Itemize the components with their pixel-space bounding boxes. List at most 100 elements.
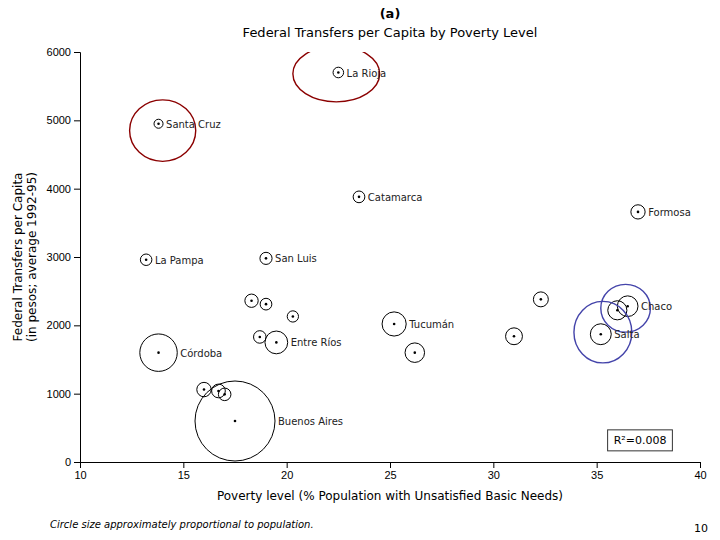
bubble bbox=[140, 254, 151, 265]
x-tick-mark bbox=[390, 462, 391, 468]
point-label: Formosa bbox=[648, 207, 691, 218]
bubble-center bbox=[259, 336, 262, 339]
y-tick: 5000 bbox=[47, 114, 80, 126]
bubble bbox=[353, 191, 365, 203]
bubble-center bbox=[616, 309, 619, 312]
bubble bbox=[197, 382, 211, 396]
x-tick: 35 bbox=[591, 462, 603, 481]
y-tick-mark bbox=[74, 120, 80, 121]
x-tick-label: 20 bbox=[281, 469, 293, 481]
marks bbox=[130, 52, 651, 461]
point-label: Córdoba bbox=[180, 348, 222, 359]
bubble bbox=[590, 324, 611, 345]
point-label: Entre Ríos bbox=[291, 337, 342, 348]
bubble bbox=[195, 381, 275, 461]
bubble-center bbox=[265, 257, 268, 260]
y-axis-title: Federal Transfers per Capita(in pesos; a… bbox=[11, 172, 39, 342]
y-tick-label: 2000 bbox=[47, 319, 71, 331]
y-tick: 6000 bbox=[47, 46, 80, 58]
annotation-box bbox=[608, 430, 673, 451]
y-tick-label: 3000 bbox=[47, 251, 71, 263]
y-tick-mark bbox=[74, 257, 80, 258]
x-tick-label: 35 bbox=[591, 469, 603, 481]
y-axis: 0 1000 2000 3000 4000 5000 6000 bbox=[47, 46, 81, 468]
y-tick-label: 6000 bbox=[47, 46, 71, 58]
point-label: San Luis bbox=[275, 253, 317, 264]
bubble bbox=[154, 119, 163, 128]
point-label: La Pampa bbox=[155, 255, 204, 266]
y-tick-label: 4000 bbox=[47, 183, 71, 195]
bubble bbox=[506, 328, 523, 345]
title: (a) bbox=[380, 6, 401, 21]
x-tick-label: 10 bbox=[74, 469, 86, 481]
x-tick: 25 bbox=[384, 462, 396, 481]
bubble-center bbox=[157, 122, 160, 125]
bubble-center bbox=[513, 335, 516, 338]
x-axis-line bbox=[81, 463, 701, 469]
y-tick: 2000 bbox=[47, 319, 80, 331]
x-tick: 30 bbox=[488, 462, 500, 481]
x-tick: 40 bbox=[694, 462, 706, 481]
x-tick-mark bbox=[183, 462, 184, 468]
x-tick-mark bbox=[287, 462, 288, 468]
bubble-center bbox=[157, 351, 160, 354]
bubble-center bbox=[223, 393, 226, 396]
bubble-center bbox=[265, 303, 268, 306]
bubble bbox=[265, 331, 288, 354]
point-label: Catamarca bbox=[368, 192, 423, 203]
y-tick: 1000 bbox=[47, 388, 80, 400]
y-tick-mark bbox=[74, 462, 80, 463]
x-tick-mark bbox=[493, 462, 494, 468]
annotation-text: R²=0.008 bbox=[614, 434, 667, 447]
bubble-center bbox=[337, 71, 340, 74]
bubble-center bbox=[358, 196, 361, 199]
point-label: Santa Cruz bbox=[166, 119, 221, 130]
highlight-ellipse bbox=[130, 100, 196, 162]
bubble-center bbox=[145, 258, 148, 261]
bubble bbox=[140, 334, 177, 371]
bubble bbox=[218, 388, 231, 401]
y-tick: 4000 bbox=[47, 183, 80, 195]
y-tick-label: 1000 bbox=[47, 388, 71, 400]
y-axis-title-line: Federal Transfers per Capita bbox=[11, 173, 25, 342]
y-tick-mark bbox=[74, 52, 80, 53]
x-tick-label: 30 bbox=[488, 469, 500, 481]
bubble bbox=[333, 67, 344, 78]
bubble-center bbox=[637, 211, 640, 214]
footnote: Circle size approximately proportional t… bbox=[50, 519, 314, 530]
point-labels: La Rioja Santa Cruz Catamarca Formosa La Pam… bbox=[155, 68, 691, 428]
bubble bbox=[260, 252, 272, 264]
x-tick-label: 40 bbox=[694, 469, 706, 481]
bubble-center bbox=[600, 333, 603, 336]
point-label: La Rioja bbox=[347, 68, 387, 79]
bubble bbox=[533, 292, 548, 307]
bubble bbox=[245, 294, 258, 307]
bubble-center bbox=[203, 388, 206, 391]
x-tick-label: 25 bbox=[384, 469, 396, 481]
bubble-center bbox=[292, 315, 295, 318]
y-tick: 3000 bbox=[47, 251, 80, 263]
annotation: R²=0.008 bbox=[608, 430, 673, 451]
point-label: Tucumán bbox=[408, 319, 454, 330]
x-axis-title: Poverty level (% Population with Unsatis… bbox=[217, 489, 563, 503]
y-axis-title-line: (in pesos; average 1992-95) bbox=[25, 172, 39, 342]
y-tick-mark bbox=[74, 325, 80, 326]
bubble bbox=[254, 331, 267, 344]
point-label: Salta bbox=[614, 329, 639, 340]
y-tick-label: 5000 bbox=[47, 114, 71, 126]
point-label: Chaco bbox=[641, 301, 672, 312]
x-axis: 10 15 20 25 30 35 40 bbox=[74, 462, 706, 481]
page-number: 10 bbox=[694, 522, 708, 535]
bubble-center bbox=[234, 420, 237, 423]
x-tick-mark bbox=[597, 462, 598, 468]
x-tick-label: 15 bbox=[178, 469, 190, 481]
x-tick: 20 bbox=[281, 462, 293, 481]
y-tick-label: 0 bbox=[65, 456, 71, 468]
bubble bbox=[382, 312, 406, 336]
chart: (a)Federal Transfers per Capita by Pover… bbox=[0, 0, 720, 540]
y-tick-mark bbox=[74, 189, 80, 190]
x-tick: 15 bbox=[178, 462, 190, 481]
x-tick-mark bbox=[700, 462, 701, 468]
bubble bbox=[260, 298, 272, 310]
bubble bbox=[405, 343, 425, 363]
